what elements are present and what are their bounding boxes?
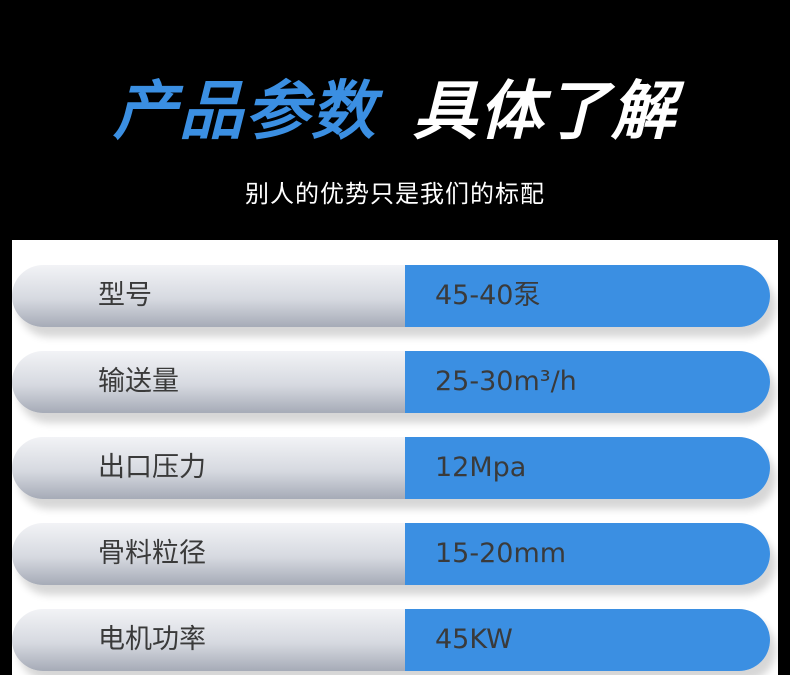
spec-value: 45-40泵 xyxy=(435,280,541,311)
spec-row: 出口压力 12Mpa xyxy=(12,437,770,499)
spec-row: 电机功率 45KW xyxy=(12,609,770,671)
spec-row: 骨料粒径 15-20mm xyxy=(12,523,770,585)
spec-row: 型号 45-40泵 xyxy=(12,265,770,327)
spec-label: 出口压力 xyxy=(98,452,206,483)
spec-table: 型号 45-40泵 输送量 25-30m³/h 出口压力 12Mpa 骨料粒径 … xyxy=(12,240,778,675)
spec-value: 12Mpa xyxy=(435,452,527,483)
spec-value: 45KW xyxy=(435,624,513,655)
spec-label: 输送量 xyxy=(98,366,179,397)
spec-label: 电机功率 xyxy=(98,624,206,655)
spec-label: 型号 xyxy=(98,280,152,311)
title-highlight: 产品参数 xyxy=(113,75,377,149)
title-rest: 具体了解 xyxy=(413,75,677,149)
subtitle: 别人的优势只是我们的标配 xyxy=(245,180,545,208)
page-title: 产品参数 具体了解 xyxy=(0,72,790,152)
spec-value: 25-30m³/h xyxy=(435,366,577,397)
spec-value: 15-20mm xyxy=(435,538,567,569)
spec-row: 输送量 25-30m³/h xyxy=(12,351,770,413)
spec-label: 骨料粒径 xyxy=(98,538,206,569)
